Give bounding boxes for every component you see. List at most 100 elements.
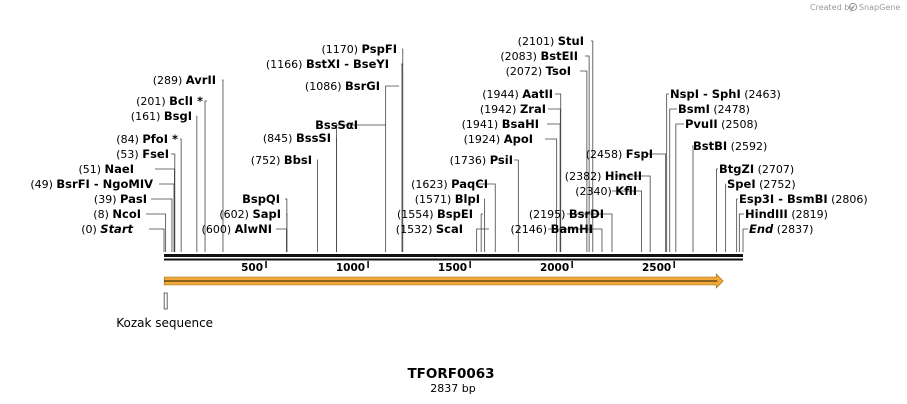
site-position: (2707) xyxy=(754,163,794,176)
site-name: PfoI * xyxy=(142,132,178,146)
site-label-spei[interactable]: SpeI (2752) xyxy=(727,177,796,191)
backbone-ruler xyxy=(164,254,743,261)
site-name: BbsI xyxy=(284,153,312,167)
site-name: AvrII xyxy=(186,73,216,87)
site-label-psii[interactable]: (1736) PsiI xyxy=(450,153,513,167)
site-line-bcli xyxy=(204,100,207,252)
site-line-bspqi xyxy=(285,198,288,252)
site-label-bsahi[interactable]: (1941) BsaHI xyxy=(462,117,539,131)
site-name: FseI xyxy=(142,147,169,161)
site-line-bamhi xyxy=(548,228,603,252)
site-label-esp3i-bsmbi[interactable]: Esp3I - BsmBI (2806) xyxy=(739,192,868,206)
ruler-tick-label: 1000 xyxy=(336,262,365,274)
site-label-bsrgi[interactable]: (1086) BsrGI xyxy=(305,79,380,93)
site-name: BsrDI xyxy=(569,207,604,221)
site-position: (8) xyxy=(93,208,112,221)
site-label-bsgi[interactable]: (161) BsgI xyxy=(131,109,192,123)
site-position: (1532) xyxy=(396,223,436,236)
site-line-paqci xyxy=(477,183,496,252)
site-line-bstbi xyxy=(692,145,694,252)
site-line-alwni xyxy=(276,228,287,252)
site-position: (2752) xyxy=(756,178,796,191)
plasmid-length: 2837 bp xyxy=(430,382,475,395)
site-label-bamhi[interactable]: (2146) BamHI xyxy=(511,222,594,236)
site-label-apoi[interactable]: (1924) ApoI xyxy=(464,132,533,146)
site-label-pspfi[interactable]: (1170) PspFI xyxy=(321,42,397,56)
site-position: (2819) xyxy=(788,208,828,221)
site-line-end xyxy=(742,228,748,252)
site-label-ncoi[interactable]: (8) NcoI xyxy=(93,207,141,221)
site-label-pvuii[interactable]: PvuII (2508) xyxy=(685,117,758,131)
site-name: PsiI xyxy=(490,153,513,167)
site-label-btgzi[interactable]: BtgZI (2707) xyxy=(719,162,794,176)
site-name: BsmI xyxy=(678,102,710,116)
site-line-bstxi-bseyi xyxy=(401,63,403,252)
site-label-bsteii[interactable]: (2083) BstEII xyxy=(500,49,578,63)
site-line-pvuii xyxy=(675,123,684,252)
site-label-bstbi[interactable]: BstBI (2592) xyxy=(693,139,767,153)
site-line-hincii xyxy=(617,175,651,252)
site-label-bcli[interactable]: (201) BclI * xyxy=(136,94,203,108)
site-line-bsrdi xyxy=(567,213,613,252)
site-label-bbsi[interactable]: (752) BbsI xyxy=(251,153,312,167)
site-name: BlpI xyxy=(455,192,480,206)
site-position: (1942) xyxy=(480,103,520,116)
site-name: ApoI xyxy=(504,132,533,146)
site-label-scai[interactable]: (1532) ScaI xyxy=(396,222,463,236)
site-line-nspi-sphi xyxy=(666,93,669,252)
site-name: BamHI xyxy=(551,222,593,236)
site-position: (1170) xyxy=(321,43,361,56)
site-name: BclI * xyxy=(169,94,203,108)
site-label-zrai[interactable]: (1942) ZraI xyxy=(480,102,546,116)
site-name: AatII xyxy=(522,87,553,101)
site-label-sapi[interactable]: (602) SapI xyxy=(219,207,281,221)
site-line-fsei xyxy=(171,153,176,252)
site-label-aatii[interactable]: (1944) AatII xyxy=(482,87,553,101)
site-label-kfli[interactable]: (2340) KflI xyxy=(575,184,637,198)
site-position: (2463) xyxy=(741,88,781,101)
site-name: TsoI xyxy=(546,64,571,78)
site-name: Start xyxy=(100,222,133,236)
site-position: (201) xyxy=(136,95,169,108)
site-label-tsoi[interactable]: (2072) TsoI xyxy=(506,64,571,78)
site-name: ZraI xyxy=(520,102,546,116)
ruler-ticks: 500 1000 1500 2000 2500 xyxy=(241,261,676,274)
site-label-bsrfi-ngomiv[interactable]: (49) BsrFI - NgoMIV xyxy=(30,177,153,191)
site-position: (2806) xyxy=(828,193,868,206)
site-line-pfoi xyxy=(180,138,182,252)
site-label-blpi[interactable]: (1571) BlpI xyxy=(415,192,480,206)
site-label-pasi[interactable]: (39) PasI xyxy=(94,192,147,206)
site-name: PaqCI xyxy=(451,177,488,191)
site-label-hincii[interactable]: (2382) HincII xyxy=(565,169,642,183)
site-label-bstxi-bseyi[interactable]: (1166) BstXI - BseYI xyxy=(266,57,389,71)
site-label-bsss-i[interactable]: BssSαI xyxy=(315,118,358,132)
site-label-fspi[interactable]: (2458) FspI xyxy=(586,147,653,161)
kozak-sequence-label: Kozak sequence xyxy=(116,316,213,330)
site-name: FspI xyxy=(626,147,653,161)
site-label-stui[interactable]: (2101) StuI xyxy=(518,34,584,48)
site-label-naei[interactable]: (51) NaeI xyxy=(78,162,134,176)
site-line-stui xyxy=(591,40,594,252)
site-line-btgzi xyxy=(716,168,718,252)
site-position: (752) xyxy=(251,154,284,167)
site-label-pfoi[interactable]: (84) PfoI * xyxy=(116,132,178,146)
kozak-sequence-box[interactable] xyxy=(163,292,168,310)
site-label-start[interactable]: (0) Start xyxy=(81,222,133,236)
site-label-bsrdi[interactable]: (2195) BsrDI xyxy=(529,207,604,221)
snapgene-logo-icon xyxy=(848,2,858,12)
site-label-bspqi[interactable]: BspQI xyxy=(242,192,280,206)
site-line-bsteii xyxy=(585,55,590,252)
site-label-bsmi[interactable]: BsmI (2478) xyxy=(678,102,750,116)
site-name: SpeI xyxy=(727,177,756,191)
site-label-end[interactable]: End (2837) xyxy=(749,222,813,236)
site-label-bspei[interactable]: (1554) BspEI xyxy=(397,207,473,221)
site-line-bsrgi xyxy=(385,85,399,252)
site-label-hindiii[interactable]: HindIII (2819) xyxy=(745,207,828,221)
site-label-bsssi[interactable]: (845) BssSI xyxy=(263,131,331,145)
site-label-alwni[interactable]: (600) AlwNI xyxy=(202,222,272,236)
site-position: (2072) xyxy=(506,65,546,78)
site-label-nspi-sphi[interactable]: NspI - SphI (2463) xyxy=(670,87,781,101)
site-label-avrii[interactable]: (289) AvrII xyxy=(153,73,216,87)
site-label-paqci[interactable]: (1623) PaqCI xyxy=(411,177,488,191)
site-label-fsei[interactable]: (53) FseI xyxy=(116,147,169,161)
